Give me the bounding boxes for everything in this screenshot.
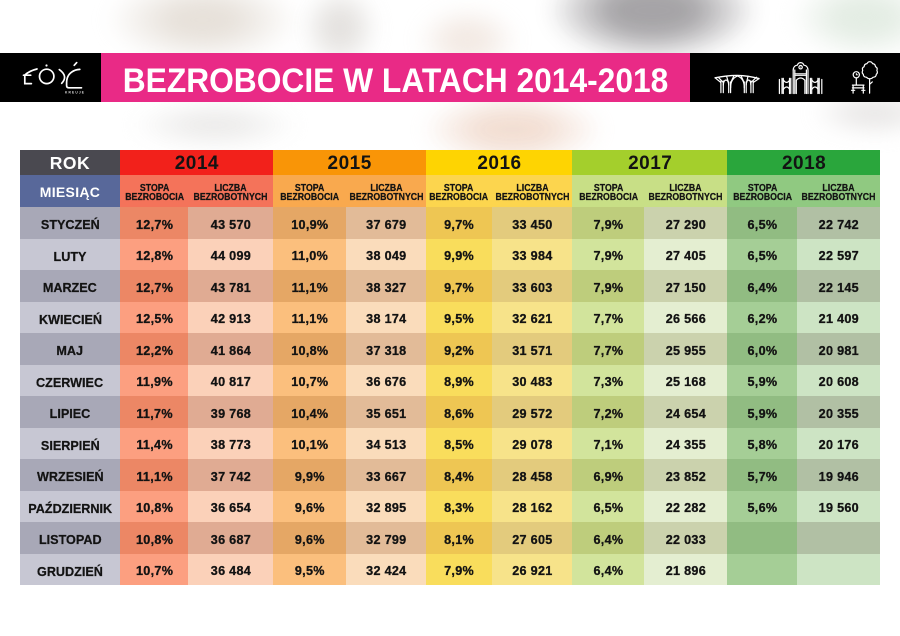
svg-text:KREUJE: KREUJE — [65, 90, 85, 94]
